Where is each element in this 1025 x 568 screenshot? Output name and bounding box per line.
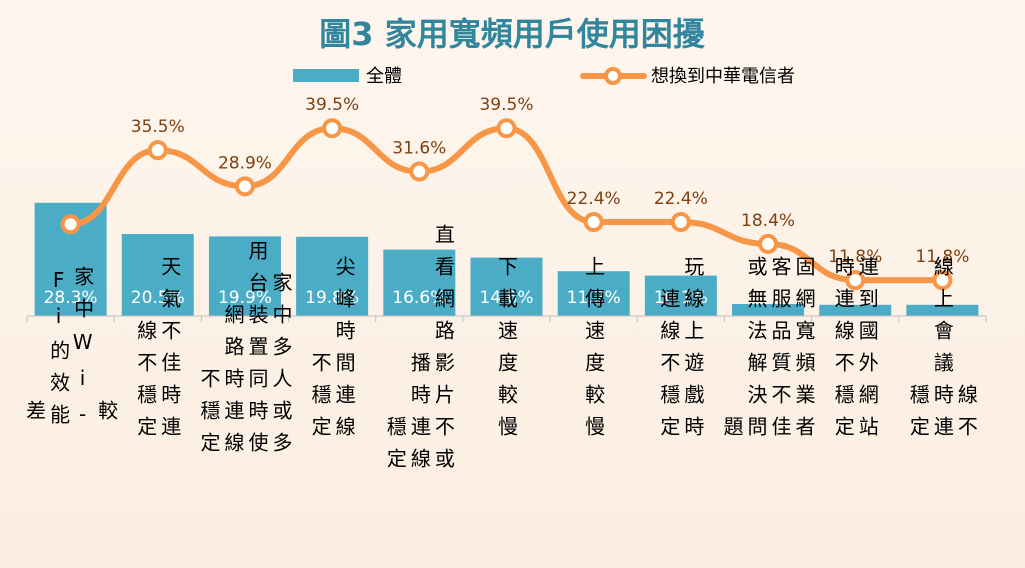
category-label-column: 穩定 (383, 416, 407, 480)
line-point (758, 233, 779, 254)
bar-value-label: 16.6% (392, 288, 446, 308)
line-point (670, 212, 691, 232)
line-value-label: 31.6% (392, 139, 446, 159)
category-label-column: 天氣不佳時連 (158, 256, 182, 448)
category-label: 時連線不穩定 連到國外網站 (831, 256, 879, 448)
category-label-column: 家中Wi- (71, 266, 95, 438)
line-point (932, 270, 953, 291)
bar (383, 249, 456, 316)
category-label-column: 線不 (954, 384, 978, 448)
category-labels: 差 Fi的效能 家中Wi- 較線不穩定 天氣不佳時連 不穩定 網路時連線 用台裝置同時使 家中多… (23, 224, 979, 480)
bar (819, 304, 892, 316)
category-label-column: 連線不穩定 (657, 288, 681, 448)
bar-value-label: 19.8% (305, 288, 359, 308)
bar-value-label: 11.2% (567, 288, 621, 308)
category-label-column: 尖峰時間連線 (332, 256, 356, 448)
line-value-label: 22.4% (654, 189, 708, 209)
category-label-column: 時連線不穩定 (831, 256, 855, 448)
category-label-column: 較 (95, 400, 119, 432)
bar-value-label: 19.9% (218, 288, 272, 308)
bar (732, 304, 805, 316)
line-value-label: 11.8% (915, 247, 969, 267)
category-label-column: 連到國外網站 (855, 256, 879, 448)
category-label-column: 播時連線 (407, 352, 431, 480)
category-label-column: 不穩定 (308, 352, 332, 448)
category-label-column: 玩線上遊戲時 (681, 256, 705, 448)
category-label: 穩定 線上會議時連 線不 (906, 256, 978, 448)
bar (121, 234, 194, 316)
bar (470, 257, 543, 316)
category-label-column: 下載速度較慢 (495, 256, 519, 448)
category-label-column: 上傳速度較慢 (582, 256, 606, 448)
line-value-label: 35.5% (131, 117, 185, 137)
category-label: 差 Fi的效能 家中Wi- 較 (23, 266, 119, 438)
category-label: 題或無法解決問 客服品質不佳 固網寬頻業者 (720, 256, 816, 448)
category-label-column: 固網寬頻業者 (792, 256, 816, 448)
line-point (583, 212, 604, 232)
line-point (147, 140, 168, 161)
legend-line-label: 想換到中華電信者 (651, 66, 795, 87)
category-label-column: 線上會議時連 (930, 256, 954, 448)
line-series: 35.5% 28.9% 39.5% 31.6% 39.5% 22.4% 22.4% 18.4%… (60, 95, 969, 291)
line-value-label: 39.5% (479, 95, 533, 115)
bar-value-label: 28.3% (44, 288, 98, 308)
category-label-column: 差 (23, 400, 47, 432)
category-label: 不穩定 網路時連線 用台裝置同時使 家中多人或多 (197, 240, 293, 464)
category-label: 穩定 播時連線 直看網路影片不或 (383, 224, 455, 480)
category-label: 下載速度較慢 (495, 256, 519, 448)
bar (208, 236, 281, 316)
line-point (322, 118, 343, 139)
line-value-label: 28.9% (218, 153, 272, 173)
category-label-column: 或無法解決問 (744, 256, 768, 448)
category-label: 不穩定 尖峰時間連線 (308, 256, 356, 448)
line-value-label: 18.4% (741, 211, 795, 231)
line-value-label: 39.5% (305, 95, 359, 115)
line-value-label: 22.4% (567, 189, 621, 209)
bar (296, 236, 369, 316)
category-label-column: 不穩定 (197, 368, 221, 464)
bar (906, 304, 979, 316)
legend-line-marker (604, 67, 622, 85)
category-label: 上傳速度較慢 (582, 256, 606, 448)
category-label-column: 線不穩定 (134, 320, 158, 448)
bar-value-label: 10.1% (654, 288, 708, 308)
line-value-label: 11.8% (828, 247, 882, 267)
category-label-column: 直看網路影片不或 (431, 224, 455, 480)
legend: 全體 想換到中華電信者 (293, 66, 795, 87)
bar (644, 275, 717, 316)
bar (557, 271, 630, 316)
category-label-column: Fi的效能 (47, 268, 71, 436)
x-axis-ticks (26, 316, 987, 322)
category-label-column: 客服品質不佳 (768, 256, 792, 448)
bar-series: 28.3% 20.5% 19.9% 19.8% 16.6% 14.6% 11.2% 10.1% (34, 202, 979, 316)
line-point (60, 214, 81, 235)
line-point (845, 270, 866, 291)
line-point (409, 161, 430, 182)
category-label: 線不穩定 天氣不佳時連 (134, 256, 182, 448)
category-label: 連線不穩定 玩線上遊戲時 (657, 256, 705, 448)
legend-bar-swatch (293, 69, 359, 82)
category-label-column: 網路時連線 (221, 304, 245, 464)
line-point (234, 176, 255, 197)
category-label-column: 家中多人或多 (269, 272, 293, 464)
bar-value-label: 14.6% (479, 288, 533, 308)
category-label-column: 用台裝置同時使 (245, 240, 269, 464)
category-label-column: 穩定 (906, 384, 930, 448)
bar-value-label: 20.5% (131, 288, 185, 308)
line-series-path (67, 125, 946, 284)
category-label-column: 題 (720, 416, 744, 448)
legend-bar-label: 全體 (366, 66, 402, 87)
line-point (496, 118, 517, 139)
chart-title: 圖3 家用寬頻用戶使用困擾 (319, 15, 705, 53)
